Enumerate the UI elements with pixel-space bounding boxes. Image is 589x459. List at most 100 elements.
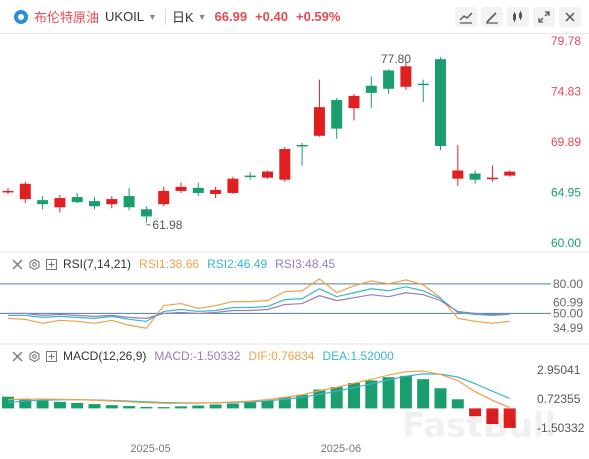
draw-icon[interactable]	[481, 7, 503, 27]
price-axis-label: 74.83	[551, 85, 581, 99]
candle-body	[486, 177, 498, 180]
candle-body	[89, 201, 100, 207]
dif-line	[7, 370, 510, 409]
rsi-series-line	[7, 278, 510, 329]
indicator-settings-icon[interactable]	[29, 350, 40, 362]
price-change-percent: +0.59%	[296, 9, 341, 24]
chart-header: 布伦特原油 UKOIL ▼ 日K ▼ 66.99 +0.40 +0.59%	[0, 0, 589, 34]
macd-histogram-bar	[88, 404, 101, 409]
candle-body	[469, 173, 481, 180]
candle-body	[54, 198, 66, 208]
macd-histogram-bar	[244, 402, 257, 409]
macd-histogram-bar	[36, 400, 49, 409]
candle-body	[175, 186, 187, 191]
candle-body	[383, 70, 395, 89]
macd-histogram-bar	[226, 403, 239, 409]
macd-histogram-bar	[105, 405, 118, 409]
rsi-axis-label: 34.99	[553, 321, 583, 335]
candle-body	[227, 178, 239, 193]
macd-histogram-bar	[71, 402, 84, 409]
chart-canvas[interactable]: 79.78 74.83 69.89 64.95 60.00 77.80 61.98 80.00…	[0, 34, 589, 459]
macd-axis-label: 2.95041	[537, 363, 581, 377]
close-icon[interactable]	[559, 7, 581, 27]
hide-indicator-icon[interactable]	[12, 351, 23, 362]
candle-body	[417, 83, 429, 86]
fullscreen-icon[interactable]	[533, 7, 555, 27]
candle-body	[192, 187, 204, 193]
period-dropdown-icon[interactable]: ▼	[197, 11, 207, 22]
macd-histogram-bar	[399, 375, 412, 409]
macd-axis-label: -1.50332	[537, 421, 585, 435]
macd-histogram-bar	[451, 399, 464, 409]
high-price-label: 77.80	[381, 52, 411, 66]
watermark-logo: FastBull	[402, 406, 556, 446]
instrument-name[interactable]: 布伦特原油	[34, 10, 100, 25]
candle-body	[210, 189, 222, 194]
macd-histogram-bar	[434, 388, 447, 409]
price-axis-label: 60.00	[551, 236, 581, 250]
rsi1-value: RSI1:38.66	[139, 257, 200, 271]
macd-indicator-name: MACD(12,26,9)	[63, 349, 147, 363]
instrument-symbol[interactable]: UKOIL	[105, 9, 145, 24]
price-axis-label: 69.89	[551, 135, 581, 149]
candle-body	[313, 107, 325, 136]
macd-histogram-bar	[417, 379, 430, 409]
macd-histogram-bar	[348, 383, 360, 409]
rsi-axis-label: 50.00	[553, 306, 583, 320]
rsi-axis-label: 80.00	[553, 277, 583, 291]
macd-histogram-bar	[2, 396, 14, 409]
date-axis-label: 2025-06	[321, 443, 361, 455]
rsi-legend: RSI(7,14,21) RSI1:38.66 RSI2:46.49 RSI3:…	[12, 257, 343, 271]
macd-axis-label: 0.72355	[537, 392, 581, 406]
candle-body	[331, 100, 343, 129]
macd-histogram-bar	[365, 380, 378, 409]
hide-indicator-icon[interactable]	[12, 259, 23, 270]
rsi-indicator-name: RSI(7,14,21)	[63, 257, 132, 271]
dif-value: DIF:0.76834	[248, 349, 315, 363]
rsi-series-line	[8, 286, 510, 322]
macd-histogram-bar	[209, 404, 222, 409]
candle-body	[296, 144, 308, 147]
indicator-icon[interactable]	[455, 7, 477, 27]
candle-body	[158, 190, 170, 205]
macd-histogram-bar	[140, 406, 153, 409]
macd-value: MACD:-1.50332	[154, 349, 241, 363]
date-axis-label: 2025-05	[130, 443, 170, 455]
chart-toolbar	[451, 7, 581, 27]
macd-histogram-bar	[313, 389, 326, 409]
rsi-series-line	[8, 292, 510, 319]
candle-body	[279, 149, 291, 180]
macd-histogram-bar	[278, 397, 291, 409]
candle-body	[504, 171, 516, 176]
rsi2-value: RSI2:46.49	[207, 257, 268, 271]
rsi3-value: RSI3:48.45	[275, 257, 336, 271]
candle-body	[106, 199, 118, 205]
candle-body	[435, 59, 446, 146]
candle-body	[140, 209, 152, 217]
candle-type-icon[interactable]	[507, 7, 529, 27]
expand-indicator-icon[interactable]	[46, 258, 57, 270]
candle-body	[71, 197, 83, 203]
candle-body	[348, 95, 360, 109]
macd-histogram-bar	[157, 407, 170, 409]
period-selector[interactable]: 日K	[171, 10, 194, 25]
dea-line	[7, 373, 510, 404]
macd-histogram-bar	[19, 398, 32, 409]
price-axis-label: 64.95	[551, 185, 581, 199]
macd-histogram-bar	[486, 408, 499, 424]
candle-body	[123, 196, 135, 208]
divider	[164, 8, 166, 25]
symbol-dropdown-icon[interactable]: ▼	[148, 11, 157, 22]
candle-body	[19, 183, 31, 200]
macd-histogram-bar	[123, 406, 136, 409]
dea-value: DEA:1.52000	[322, 349, 394, 363]
candle-body	[365, 85, 377, 93]
candle-body	[262, 171, 273, 178]
macd-histogram-bar	[469, 408, 482, 417]
indicator-settings-icon[interactable]	[29, 258, 40, 270]
candle-body	[2, 190, 14, 193]
macd-histogram-bar	[261, 400, 274, 409]
candle-body	[452, 170, 464, 179]
instrument-logo-icon	[14, 9, 28, 24]
expand-indicator-icon[interactable]	[46, 350, 57, 362]
